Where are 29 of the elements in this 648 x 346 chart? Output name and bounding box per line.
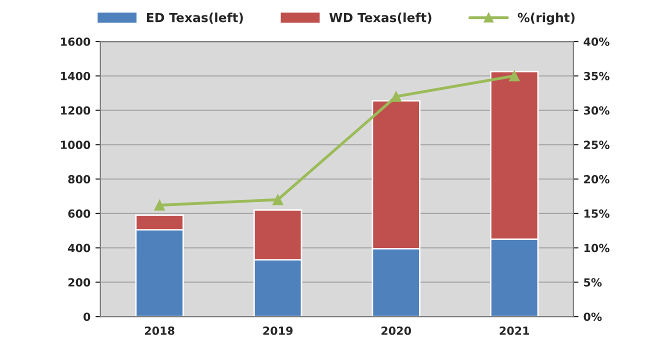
y-tick-label: 1000 — [61, 140, 90, 150]
point — [508, 70, 520, 82]
y-tick-label: 800 — [68, 175, 90, 184]
y2-tick-label: 10% — [584, 244, 610, 252]
y2-tick-label: 35% — [584, 72, 610, 80]
y-tick-label: 400 — [68, 244, 90, 252]
y2-tick-label: 40% — [584, 37, 610, 46]
legend-label: WD Texas(left) — [329, 12, 432, 24]
x-tick-label: 2019 — [263, 326, 293, 335]
x-tick-label: 2020 — [382, 326, 412, 335]
y2-tick-label: 15% — [584, 209, 610, 218]
point — [154, 200, 165, 211]
y2-tick-label: 20% — [584, 175, 610, 184]
y-tick-label: 1400 — [61, 72, 90, 80]
y2-tick-label: 30% — [584, 106, 610, 115]
y2-tick-label: 25% — [584, 140, 610, 150]
y-tick-label: 600 — [68, 209, 90, 218]
legend-label: ED Texas(left) — [146, 12, 243, 24]
y2-tick-label: 5% — [584, 278, 602, 287]
y-tick-label: 0 — [84, 312, 90, 321]
x-tick-label: 2021 — [500, 326, 530, 335]
y-tick-label: 1600 — [61, 37, 90, 46]
x-tick-label: 2018 — [144, 326, 174, 335]
point — [390, 91, 402, 102]
point — [272, 194, 284, 206]
y2-tick-label: 0% — [584, 312, 602, 321]
legend-label: %(right) — [518, 12, 575, 25]
y-tick-label: 200 — [68, 278, 90, 287]
y-tick-label: 1200 — [61, 106, 90, 115]
